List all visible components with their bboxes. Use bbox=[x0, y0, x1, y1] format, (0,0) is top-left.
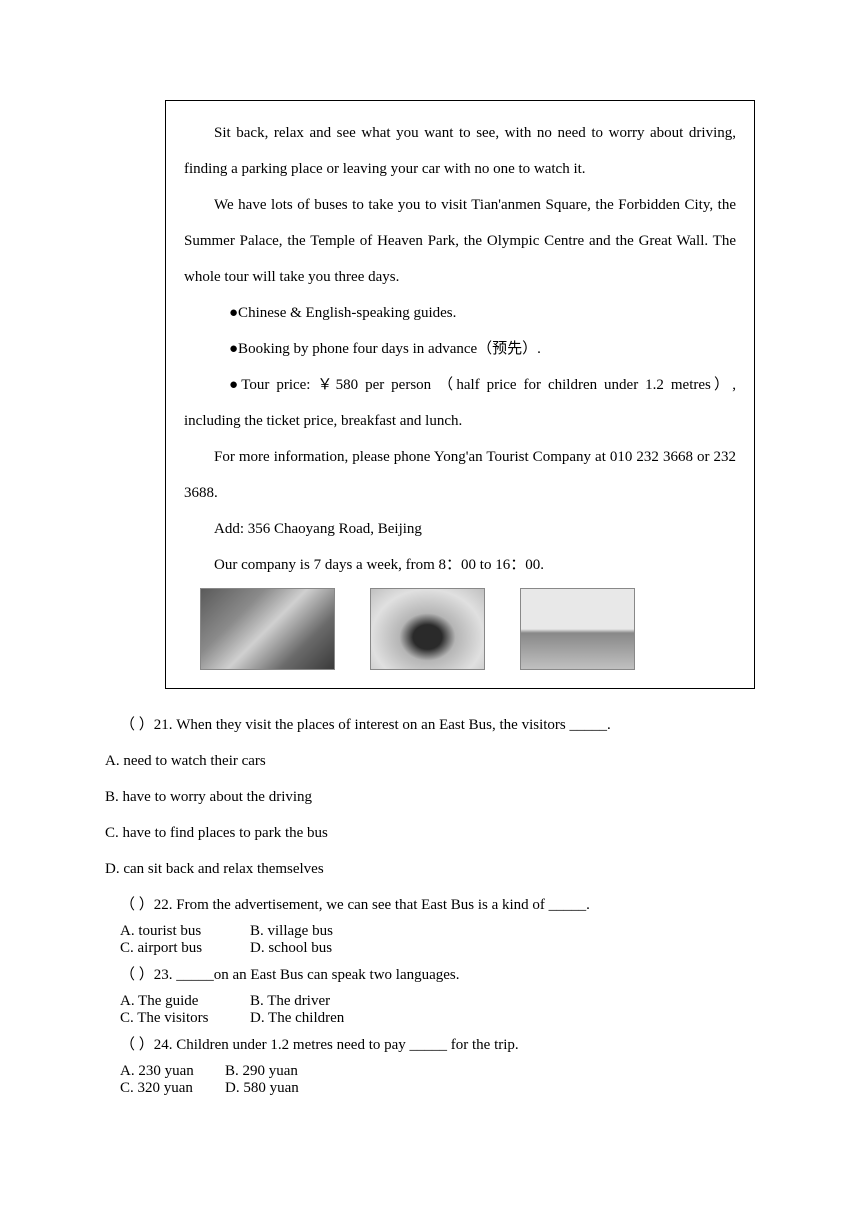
q24-option-c: C. 320 yuan bbox=[105, 1080, 225, 1097]
q22-row-2: C. airport bus D. school bus bbox=[105, 940, 755, 957]
passage-paragraph-5: Our company is 7 days a week, from 8：00 … bbox=[184, 547, 736, 583]
q22-option-a: A. tourist bus bbox=[105, 923, 250, 940]
temple-image bbox=[370, 588, 485, 670]
q24-option-d: D. 580 yuan bbox=[225, 1080, 299, 1097]
bus-image bbox=[200, 588, 335, 670]
q23-stem: （ ）23. _____on an East Bus can speak two… bbox=[105, 957, 755, 993]
q23-option-a: A. The guide bbox=[105, 993, 250, 1010]
q24-row-2: C. 320 yuan D. 580 yuan bbox=[105, 1080, 755, 1097]
passage-paragraph-2: We have lots of buses to take you to vis… bbox=[184, 187, 736, 295]
column-image bbox=[520, 588, 635, 670]
q21-option-b: B. have to worry about the driving bbox=[105, 779, 755, 815]
images-row bbox=[184, 583, 736, 678]
q24-stem: （ ）24. Children under 1.2 metres need to… bbox=[105, 1027, 755, 1063]
q23-option-b: B. The driver bbox=[250, 993, 330, 1010]
q22-option-b: B. village bus bbox=[250, 923, 333, 940]
q21-option-c: C. have to find places to park the bus bbox=[105, 815, 755, 851]
q24-option-a: A. 230 yuan bbox=[105, 1063, 225, 1080]
q21-stem: （ ）21. When they visit the places of int… bbox=[105, 707, 755, 743]
q21-option-a: A. need to watch their cars bbox=[105, 743, 755, 779]
q24-row-1: A. 230 yuan B. 290 yuan bbox=[105, 1063, 755, 1080]
passage-bullet-3: ●Tour price: ￥580 per person （half price… bbox=[184, 367, 736, 439]
q22-row-1: A. tourist bus B. village bus bbox=[105, 923, 755, 940]
q22-option-d: D. school bus bbox=[250, 940, 332, 957]
q23-row-2: C. The visitors D. The children bbox=[105, 1010, 755, 1027]
q22-stem: （ ）22. From the advertisement, we can se… bbox=[105, 887, 755, 923]
passage-paragraph-4: Add: 356 Chaoyang Road, Beijing bbox=[184, 511, 736, 547]
q21-option-d: D. can sit back and relax themselves bbox=[105, 851, 755, 887]
passage-paragraph-1: Sit back, relax and see what you want to… bbox=[184, 115, 736, 187]
q23-row-1: A. The guide B. The driver bbox=[105, 993, 755, 1010]
q22-option-c: C. airport bus bbox=[105, 940, 250, 957]
passage-paragraph-3: For more information, please phone Yong'… bbox=[184, 439, 736, 511]
q24-option-b: B. 290 yuan bbox=[225, 1063, 298, 1080]
q23-option-d: D. The children bbox=[250, 1010, 344, 1027]
passage-bullet-2: ●Booking by phone four days in advance（预… bbox=[184, 331, 736, 367]
passage-box: Sit back, relax and see what you want to… bbox=[165, 100, 755, 689]
q23-option-c: C. The visitors bbox=[105, 1010, 250, 1027]
passage-bullet-1: ●Chinese & English-speaking guides. bbox=[184, 295, 736, 331]
